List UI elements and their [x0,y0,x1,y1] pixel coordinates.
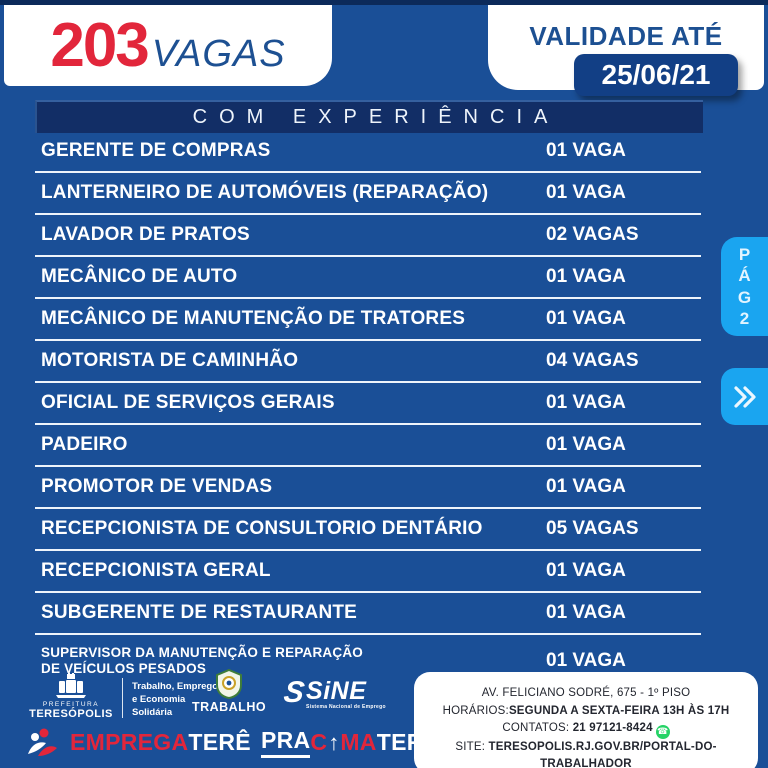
job-title: MOTORISTA DE CAMINHÃO [41,350,299,371]
prefeitura-label: PREFEITURA [42,701,100,708]
job-count: 01 VAGA [546,476,626,497]
section-header: COM EXPERIÊNCIA [35,100,703,133]
whatsapp-icon: ☎ [655,724,670,739]
job-count: 01 VAGA [546,182,626,203]
table-row: GERENTE DE COMPRAS 01 VAGA [35,131,701,173]
trabalho-crest-icon [215,669,243,699]
next-page-button[interactable] [721,368,768,425]
job-count: 01 VAGA [546,266,626,287]
sine-subtitle: Sistema Nacional de Emprego [306,704,386,710]
job-title: LANTERNEIRO DE AUTOMÓVEIS (REPARAÇÃO) [41,182,489,203]
contact-info-card: AV. FELICIANO SODRÉ, 675 - 1º PISO HORÁR… [414,672,758,768]
sine-name: SiNE [306,677,367,705]
job-title: PADEIRO [41,434,128,455]
job-count: 01 VAGA [546,140,626,161]
section-title: COM EXPERIÊNCIA [192,106,560,128]
person-running-icon [24,728,62,758]
job-title: LAVADOR DE PRATOS [41,224,250,245]
double-chevron-right-icon [731,384,759,410]
site-line: SITE: TERESOPOLIS.RJ.GOV.BR/PORTAL-DO-TR… [414,739,758,768]
logo-divider [122,678,123,718]
page-indicator-label: P Á G 2 [737,245,752,328]
table-row: LAVADOR DE PRATOS 02 VAGAS [35,215,701,257]
site-url[interactable]: TERESOPOLIS.RJ.GOV.BR/PORTAL-DO-TRABALHA… [488,740,717,768]
job-count: 01 VAGA [546,434,626,455]
trabalho-logo: TRABALHO [192,669,266,714]
job-count: 04 VAGAS [546,350,639,371]
sine-s-icon: S [281,676,307,709]
job-count: 01 VAGA [546,308,626,329]
address-line: AV. FELICIANO SODRÉ, 675 - 1º PISO [414,685,758,703]
campaign-slogan: EMPREGA TERÊ PRA C ↑ MA TERÊ [24,727,439,758]
contacts-label: CONTATOS: [502,722,570,734]
vacancy-count-panel: 203 VAGAS [4,5,332,86]
slogan-c: C [310,729,328,755]
job-title: PROMOTOR DE VENDAS [41,476,273,497]
vacancy-count: 203 [50,11,149,80]
table-row: RECEPCIONISTA GERAL 01 VAGA [35,551,701,593]
table-row: RECEPCIONISTA DE CONSULTORIO DENTÁRIO 05… [35,509,701,551]
table-row: SUBGERENTE DE RESTAURANTE 01 VAGA [35,593,701,635]
site-label: SITE: [455,740,486,753]
job-title: GERENTE DE COMPRAS [41,140,271,161]
table-row: PADEIRO 01 VAGA [35,425,701,467]
page-indicator-tab[interactable]: P Á G 2 [721,237,768,336]
job-title: SUPERVISOR DA MANUTENÇÃO E REPARAÇÃO DE … [41,644,363,676]
top-edge-strip [0,0,768,5]
job-title: MECÂNICO DE AUTO [41,266,238,287]
table-row: MOTORISTA DE CAMINHÃO 04 VAGAS [35,341,701,383]
prefeitura-teresopolis-logo: PREFEITURA TERESÓPOLIS [22,673,120,720]
job-count: 01 VAGA [546,602,626,623]
job-list: GERENTE DE COMPRAS 01 VAGA LANTERNEIRO D… [35,131,701,687]
table-row: MECÂNICO DE AUTO 01 VAGA [35,257,701,299]
job-title: MECÂNICO DE MANUTENÇÃO DE TRATORES [41,308,466,329]
table-row: MECÂNICO DE MANUTENÇÃO DE TRATORES 01 VA… [35,299,701,341]
up-arrow-icon: ↑ [328,729,340,755]
job-count: 05 VAGAS [546,518,639,539]
job-count: 01 VAGA [546,560,626,581]
table-row: PROMOTOR DE VENDAS 01 VAGA [35,467,701,509]
castle-crest-icon [53,673,89,699]
slogan-emprega: EMPREGA [70,729,189,755]
slogan-pra: PRA [260,727,311,758]
hours-line: HORÁRIOS:SEGUNDA A SEXTA-FEIRA 13H ÀS 17… [414,703,758,721]
job-title: RECEPCIONISTA DE CONSULTORIO DENTÁRIO [41,518,483,539]
address: AV. FELICIANO SODRÉ, 675 - 1º PISO [481,687,691,699]
job-count: 01 VAGA [546,392,626,413]
teresopolis-label: TERESÓPOLIS [29,708,113,720]
hours-value: SEGUNDA A SEXTA-FEIRA 13H ÀS 17H [508,704,730,717]
job-count: 02 VAGAS [546,224,639,245]
hours-label: HORÁRIOS: [442,704,509,717]
validity-label: VALIDADE ATÉ [529,21,723,51]
job-title: OFICIAL DE SERVIÇOS GERAIS [41,392,335,413]
job-title: RECEPCIONISTA GERAL [41,560,271,581]
slogan-tere-1: TERÊ [188,729,251,755]
slogan-ma: MA [340,729,377,755]
table-row: SUPERVISOR DA MANUTENÇÃO E REPARAÇÃO DE … [35,635,701,687]
job-title: SUBGERENTE DE RESTAURANTE [41,602,358,623]
contacts-line: CONTATOS: 21 97121-8424 ☎ [414,720,758,739]
validity-date-badge: 25/06/21 [574,54,738,96]
vacancy-count-label: VAGAS [151,33,286,75]
phone-number[interactable]: 21 97121-8424 [572,722,653,734]
table-row: OFICIAL DE SERVIÇOS GERAIS 01 VAGA [35,383,701,425]
sine-logo: S SiNE Sistema Nacional de Emprego [281,676,386,710]
table-row: LANTERNEIRO DE AUTOMÓVEIS (REPARAÇÃO) 01… [35,173,701,215]
trabalho-label: TRABALHO [191,700,267,714]
job-count: 01 VAGA [546,650,626,671]
secretaria-label: Trabalho, Emprego e Economia Solidária [132,681,219,718]
